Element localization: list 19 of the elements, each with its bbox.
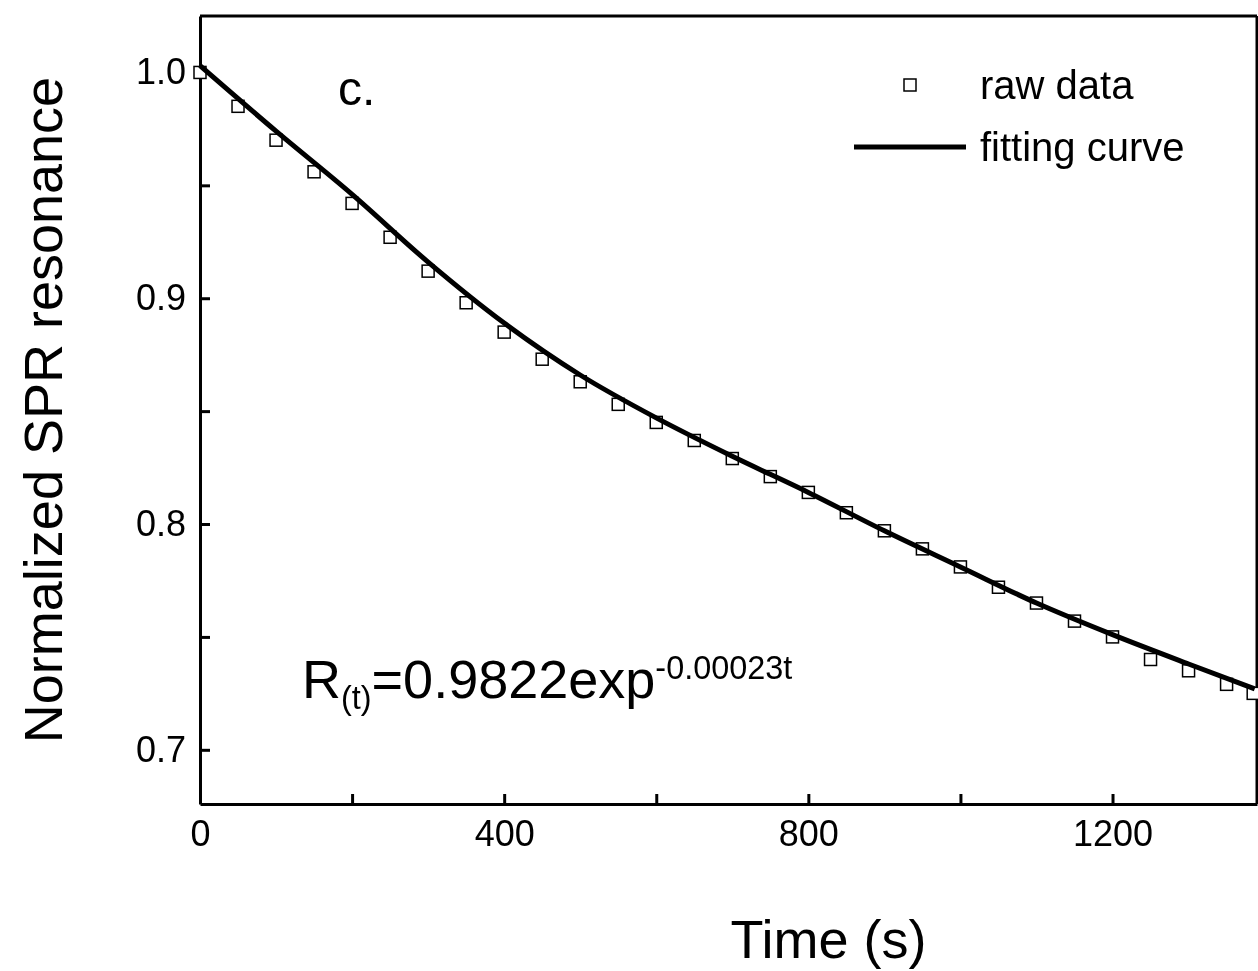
legend-label: raw data [980, 63, 1135, 107]
x-tick-label: 1200 [1072, 812, 1154, 854]
point [307, 165, 321, 179]
point [459, 296, 473, 310]
x-tick-label: 0 [190, 812, 211, 854]
y-tick-label: 0.7 [135, 728, 186, 770]
annotation: R$_{(t)}$=0.9822exp$^{-0.00023t}$ [302, 649, 793, 717]
legend-label: fitting curve [980, 125, 1185, 169]
annotation: c. [338, 62, 376, 115]
x-tick-label: 400 [474, 812, 535, 854]
y-tick-label: 0.8 [135, 503, 186, 545]
point [497, 325, 511, 339]
point [535, 352, 549, 366]
y-tick-label: 0.9 [135, 277, 186, 319]
y-tick-label: 1.0 [135, 51, 186, 93]
x-axis-title: Time (s) [730, 909, 927, 969]
point [1143, 652, 1158, 667]
x-tick-label: 800 [778, 812, 839, 854]
y-axis-title: Normalized SPR resonance [13, 76, 73, 744]
